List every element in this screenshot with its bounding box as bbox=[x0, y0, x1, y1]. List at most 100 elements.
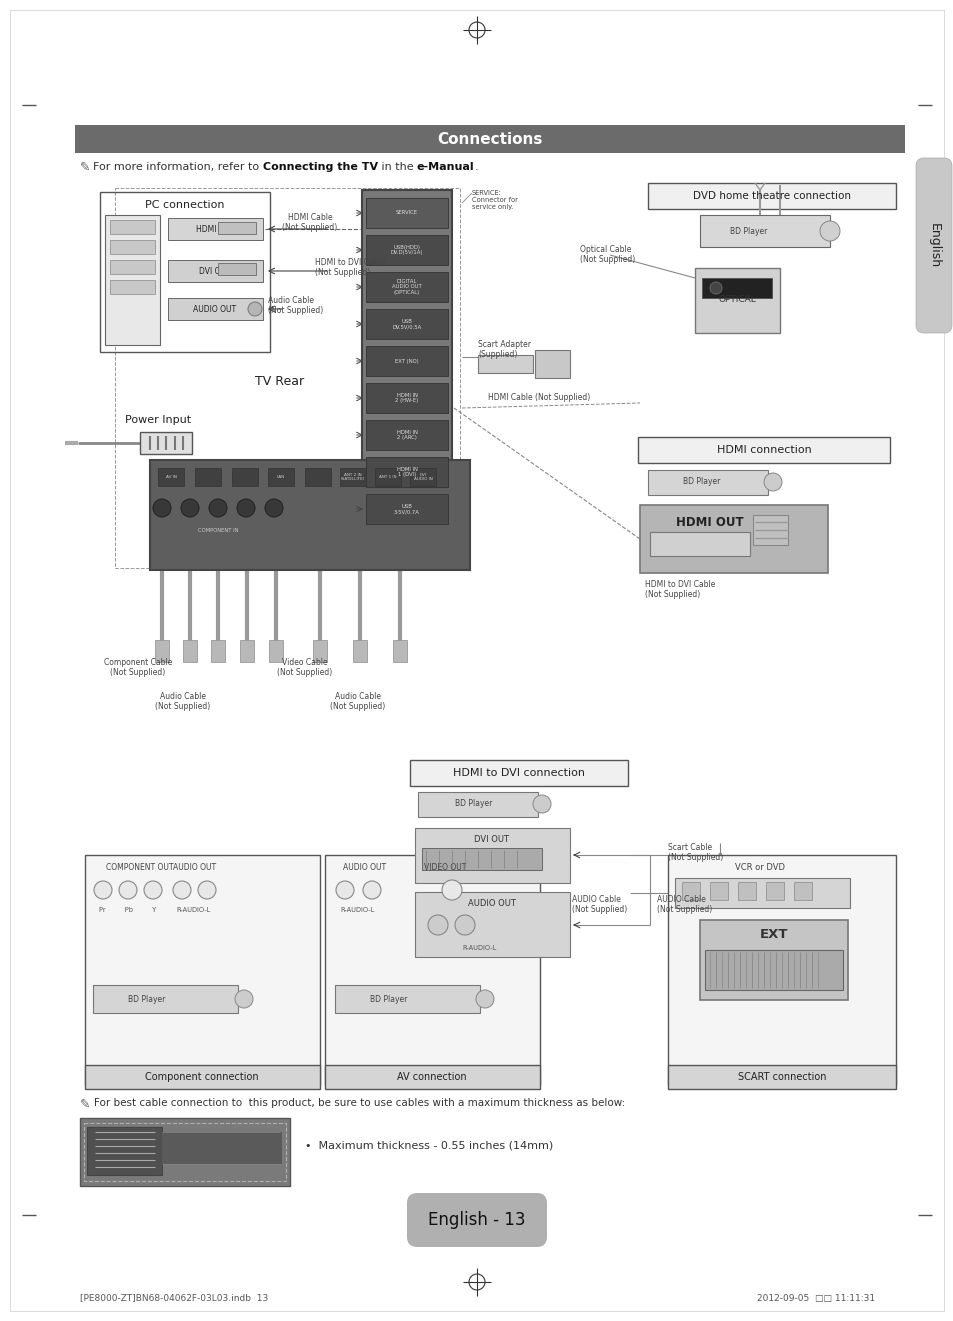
Circle shape bbox=[94, 881, 112, 900]
Bar bbox=[421, 848, 541, 871]
Text: PC connection: PC connection bbox=[145, 199, 225, 210]
Circle shape bbox=[152, 499, 171, 517]
Text: HDMI IN
1 (DVI): HDMI IN 1 (DVI) bbox=[396, 466, 417, 477]
Text: DVD home theatre connection: DVD home theatre connection bbox=[692, 192, 850, 201]
Circle shape bbox=[209, 499, 227, 517]
Bar bbox=[110, 240, 154, 254]
Text: Optical Cable
(Not Supplied): Optical Cable (Not Supplied) bbox=[579, 244, 635, 264]
Text: [PE8000-ZT]BN68-04062F-03L03.indb  13: [PE8000-ZT]BN68-04062F-03L03.indb 13 bbox=[80, 1293, 268, 1303]
Bar bbox=[85, 855, 319, 1085]
Text: Power Input: Power Input bbox=[125, 415, 191, 425]
Bar bbox=[366, 420, 448, 450]
FancyBboxPatch shape bbox=[407, 1193, 546, 1247]
Text: HDMI Cable (Not Supplied): HDMI Cable (Not Supplied) bbox=[488, 394, 590, 402]
Text: English: English bbox=[926, 223, 940, 268]
Bar bbox=[168, 218, 263, 240]
Bar bbox=[535, 350, 569, 378]
Text: HDMI connection: HDMI connection bbox=[716, 445, 810, 454]
Bar bbox=[162, 1132, 282, 1164]
Text: ✎: ✎ bbox=[80, 160, 91, 173]
Bar bbox=[339, 468, 366, 486]
Bar bbox=[366, 272, 448, 303]
Text: BD Player: BD Player bbox=[370, 995, 407, 1004]
Bar bbox=[639, 505, 827, 573]
Bar bbox=[647, 470, 767, 495]
Bar bbox=[410, 468, 436, 486]
Circle shape bbox=[455, 915, 475, 935]
Bar bbox=[647, 184, 895, 209]
Bar bbox=[110, 280, 154, 295]
Text: R-AUDIO-L: R-AUDIO-L bbox=[462, 945, 497, 951]
Text: SCART connection: SCART connection bbox=[737, 1073, 825, 1082]
Circle shape bbox=[265, 499, 283, 517]
Bar bbox=[765, 882, 783, 900]
Text: Scart Adapter
(Supplied): Scart Adapter (Supplied) bbox=[477, 339, 531, 359]
Bar bbox=[366, 494, 448, 524]
Bar bbox=[638, 437, 889, 462]
Text: TV Rear: TV Rear bbox=[254, 375, 304, 388]
Circle shape bbox=[234, 989, 253, 1008]
Bar bbox=[110, 221, 154, 234]
Text: Video Cable
(Not Supplied): Video Cable (Not Supplied) bbox=[277, 658, 333, 678]
Text: AV connection: AV connection bbox=[396, 1073, 466, 1082]
Bar bbox=[313, 639, 327, 662]
Text: SERVICE: SERVICE bbox=[395, 210, 417, 215]
Bar bbox=[232, 468, 257, 486]
Text: DVI OUT: DVI OUT bbox=[199, 267, 231, 276]
Bar bbox=[366, 346, 448, 376]
Bar bbox=[269, 639, 283, 662]
Text: VIDEO OUT: VIDEO OUT bbox=[423, 864, 466, 872]
Bar bbox=[709, 882, 727, 900]
Bar bbox=[218, 222, 255, 234]
Text: HDMI IN
2 (HW-E): HDMI IN 2 (HW-E) bbox=[395, 392, 418, 403]
Text: USB(HDD)
DV.D(5V/1A): USB(HDD) DV.D(5V/1A) bbox=[391, 244, 423, 255]
Circle shape bbox=[335, 881, 354, 900]
Bar bbox=[410, 760, 627, 786]
Bar bbox=[305, 468, 331, 486]
Bar bbox=[335, 985, 479, 1013]
Text: DIGITAL
AUDIO OUT
(OPTICAL): DIGITAL AUDIO OUT (OPTICAL) bbox=[392, 279, 421, 295]
Bar bbox=[681, 882, 700, 900]
Text: R-AUDIO-L: R-AUDIO-L bbox=[176, 908, 211, 913]
Bar bbox=[477, 355, 533, 373]
Bar bbox=[87, 1127, 162, 1174]
Text: in the: in the bbox=[377, 162, 416, 172]
Text: .: . bbox=[474, 162, 477, 172]
Bar bbox=[366, 198, 448, 229]
Bar bbox=[417, 793, 537, 816]
Text: EXT (NO): EXT (NO) bbox=[395, 358, 418, 363]
Bar bbox=[85, 1065, 319, 1089]
Bar bbox=[211, 639, 225, 662]
Circle shape bbox=[441, 880, 461, 900]
Circle shape bbox=[119, 881, 137, 900]
Bar bbox=[393, 639, 407, 662]
Text: COMPONENT IN: COMPONENT IN bbox=[197, 527, 238, 532]
Text: USB
3-5V/0.7A: USB 3-5V/0.7A bbox=[394, 503, 419, 514]
Bar bbox=[793, 882, 811, 900]
Bar bbox=[110, 260, 154, 273]
Bar bbox=[268, 468, 294, 486]
FancyBboxPatch shape bbox=[915, 159, 951, 333]
Text: ANT 1 IN: ANT 1 IN bbox=[379, 476, 396, 480]
Bar bbox=[649, 532, 749, 556]
Bar bbox=[325, 1065, 539, 1089]
Text: For more information, refer to: For more information, refer to bbox=[92, 162, 262, 172]
Circle shape bbox=[363, 881, 380, 900]
Bar bbox=[667, 1065, 895, 1089]
Bar bbox=[415, 892, 569, 956]
Text: AUDIO OUT: AUDIO OUT bbox=[173, 864, 216, 872]
Text: Audio Cable
(Not Supplied): Audio Cable (Not Supplied) bbox=[268, 296, 323, 316]
Text: AV IN: AV IN bbox=[166, 476, 176, 480]
Bar bbox=[415, 828, 569, 882]
Text: Audio Cable
(Not Supplied): Audio Cable (Not Supplied) bbox=[330, 692, 385, 712]
Text: ANT 2 IN
(SATELLITE): ANT 2 IN (SATELLITE) bbox=[340, 473, 365, 481]
Text: Audio Cable
(Not Supplied): Audio Cable (Not Supplied) bbox=[155, 692, 211, 712]
Text: EXT: EXT bbox=[759, 929, 787, 942]
Text: 2012-09-05  □□ 11:11:31: 2012-09-05 □□ 11:11:31 bbox=[756, 1293, 874, 1303]
Text: HDMI IN
2 (ARC): HDMI IN 2 (ARC) bbox=[396, 429, 417, 440]
Bar bbox=[168, 260, 263, 281]
Bar bbox=[752, 515, 787, 546]
Text: English - 13: English - 13 bbox=[428, 1211, 525, 1229]
Bar bbox=[675, 878, 849, 908]
Circle shape bbox=[181, 499, 199, 517]
